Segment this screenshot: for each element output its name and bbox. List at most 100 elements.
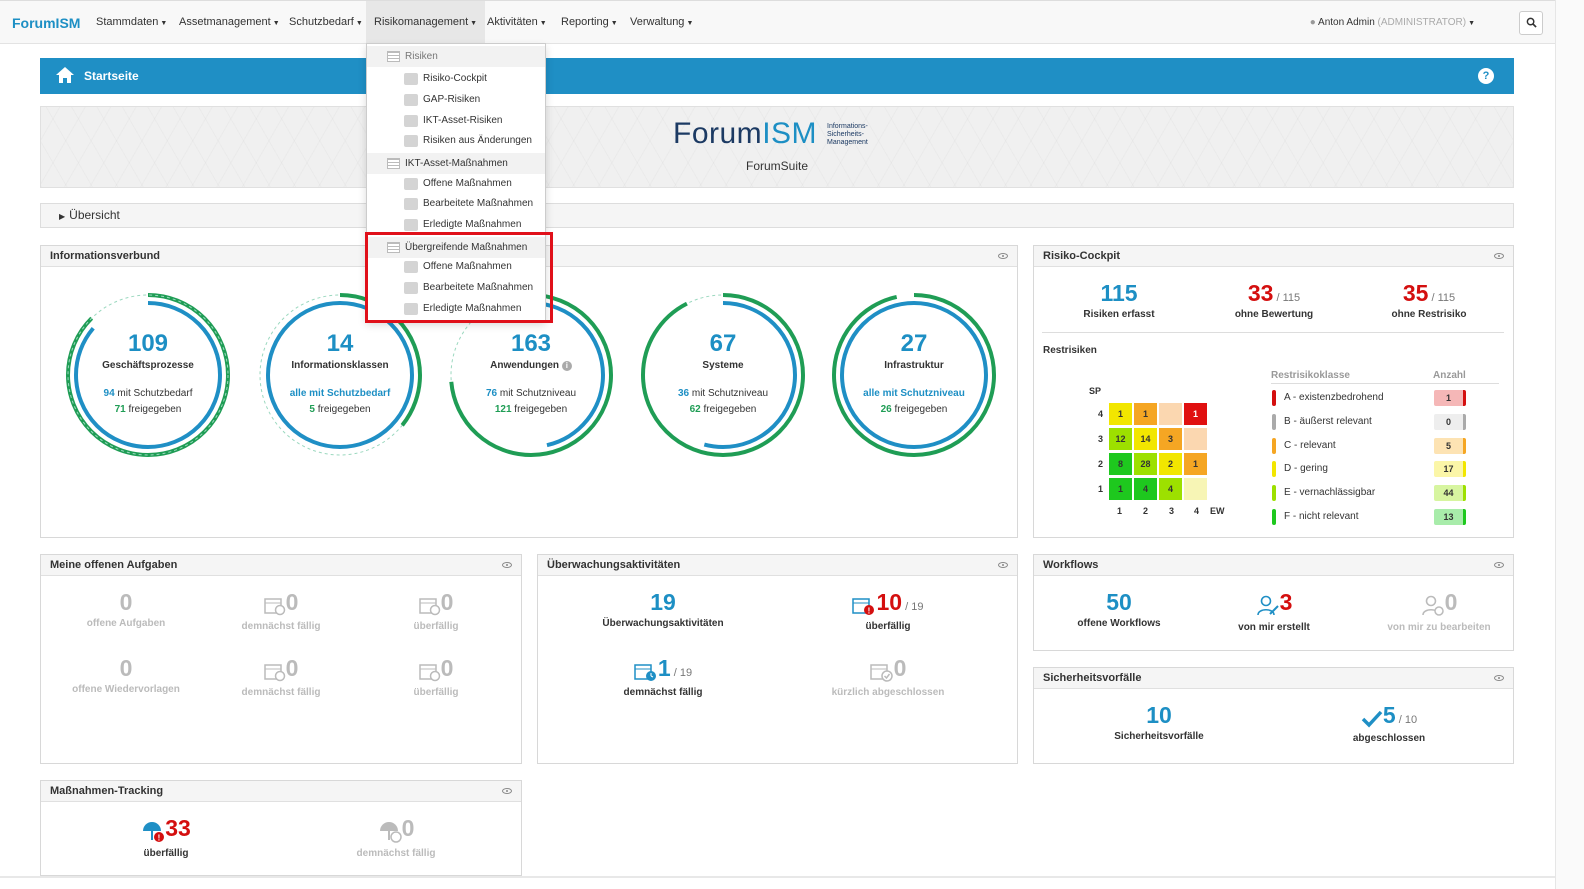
menu-item-risiko-cockpit[interactable]: Risiko-Cockpit [367,69,545,89]
heatmap-cell[interactable]: 1 [1109,478,1132,500]
eye-icon[interactable] [1494,253,1504,259]
umbrella-icon [404,282,418,294]
stat-ueberwachung-abgeschlossen[interactable]: 0 kürzlich abgeschlossen [831,655,945,698]
panel-title: Überwachungsaktivitäten [547,559,681,571]
circle-informationsklassen[interactable]: 14 Informationsklassen alle mit Schutzbe… [255,290,425,460]
help-icon[interactable]: ? [1478,68,1494,84]
heatmap-cell[interactable]: 4 [1159,478,1182,500]
circle-geschaeftsprozesse[interactable]: 109 Geschäftsprozesse 94 mit Schutzbedar… [63,290,233,460]
stat-tracking-demnaechst[interactable]: 0 demnächst fällig [356,815,436,859]
brand-logo[interactable]: ForumISM [12,15,81,31]
nav-aktivitaeten[interactable]: Aktivitäten ▼ [487,16,547,28]
circle-systeme[interactable]: 67 Systeme 36 mit Schutzniveau 62 freige… [638,290,808,460]
row-label: 1 [1098,484,1104,494]
heatmap-cell[interactable]: 2 [1159,453,1182,475]
heatmap-cell[interactable]: 8 [1109,453,1132,475]
stat-abgeschlossen[interactable]: 5 / 10 abgeschlossen [1352,702,1426,744]
stat-ueberwachung-demnaechst[interactable]: 1 / 19 demnächst fällig [623,655,703,698]
home-icon[interactable] [55,66,75,84]
stat-sicherheitsvorfaelle[interactable]: 10 Sicherheitsvorfälle [1114,702,1204,742]
eye-icon[interactable] [1494,562,1504,568]
nav-assetmanagement[interactable]: Assetmanagement ▼ [179,16,280,28]
eye-icon[interactable] [1494,675,1504,681]
stat-offene-workflows[interactable]: 50 offene Workflows [1077,589,1161,629]
menu-item-uebergreifend-bearbeitete[interactable]: Bearbeitete Maßnahmen [367,278,545,298]
menu-item-ikt-asset-risiken[interactable]: IKT-Asset-Risiken [367,111,545,131]
stat-ohne-restrisiko[interactable]: 35 / 115 ohne Restrisiko [1391,280,1467,320]
menu-item-bearbeitete-massnahmen[interactable]: Bearbeitete Maßnahmen [367,194,545,214]
stat-demnaechst-faellig[interactable]: 0 demnächst fällig [241,589,321,632]
overview-toggle[interactable]: ▶ Übersicht [40,203,1514,228]
menu-item-offene-massnahmen[interactable]: Offene Maßnahmen [367,174,545,194]
risikomanagement-dropdown: Risiken Risiko-Cockpit GAP-Risiken IKT-A… [366,43,546,321]
panel-title: Sicherheitsvorfälle [1043,672,1142,684]
risk-class-row[interactable]: C - relevant 5 [1272,436,1502,456]
panel-title: Meine offenen Aufgaben [50,559,178,571]
panel-sicherheitsvorfaelle: Sicherheitsvorfälle 10 Sicherheitsvorfäll… [1033,667,1514,764]
eye-icon[interactable] [998,562,1008,568]
menu-item-gap-risiken[interactable]: GAP-Risiken [367,90,545,110]
warning-icon [404,135,418,147]
heatmap-cell[interactable]: 1 [1184,453,1207,475]
stat-ueberwachung-ueberfaellig[interactable]: ! 10 / 19 überfällig [818,589,958,632]
nav-schutzbedarf[interactable]: Schutzbedarf ▼ [289,16,363,28]
stat-tracking-ueberfaellig[interactable]: ! 33 überfällig [111,815,221,859]
stat-offene-aufgaben[interactable]: 0 offene Aufgaben [86,589,166,629]
risk-class-row[interactable]: B - äußerst relevant 0 [1272,412,1502,432]
menu-item-risiken-aus-aenderungen[interactable]: Risiken aus Änderungen [367,131,545,151]
ring-chart [66,293,230,457]
risk-class-row[interactable]: A - existenzbedrohend 1 [1272,388,1502,408]
heatmap-cell[interactable]: 1 [1134,403,1157,425]
menu-item-uebergreifend-erledigte[interactable]: Erledigte Maßnahmen [367,299,545,319]
stat-risiken-erfasst[interactable]: 115 Risiken erfasst [1083,280,1155,320]
list-icon [387,242,400,253]
row-label: 4 [1098,409,1104,419]
scrollbar[interactable] [1555,0,1584,889]
panel-ueberwachung: Überwachungsaktivitäten 19 Überwachungsak… [537,554,1018,764]
stat-von-mir-zu-bearbeiten[interactable]: 0 von mir zu bearbeiten [1387,589,1491,633]
heatmap-cell[interactable]: 28 [1134,453,1157,475]
heatmap-cell[interactable] [1184,478,1207,500]
heatmap-cell[interactable]: 4 [1134,478,1157,500]
calendar-clock-icon [634,662,658,685]
heatmap-cell[interactable] [1159,403,1182,425]
umbrella-icon [404,303,418,315]
stat-demnaechst-faellig-2[interactable]: 0 demnächst fällig [241,655,321,698]
calendar-alert-icon: ! [852,596,876,619]
menu-item-uebergreifend-offene[interactable]: Offene Maßnahmen [367,257,545,277]
menu-item-erledigte-massnahmen[interactable]: Erledigte Maßnahmen [367,215,545,235]
stat-ueberfaellig[interactable]: 0 überfällig [413,589,459,632]
circle-infrastruktur[interactable]: 27 Infrastruktur alle mit Schutzniveau 2… [829,290,999,460]
nav-risikomanagement[interactable]: Risikomanagement ▼ [366,1,486,44]
heatmap-cell[interactable]: 14 [1134,428,1157,450]
heatmap-cell[interactable]: 12 [1109,428,1132,450]
stat-offene-wiedervorlagen[interactable]: 0 offene Wiedervorlagen [72,655,180,695]
risk-class-row[interactable]: E - vernachlässigbar 44 [1272,483,1502,503]
panel-title: Informationsverbund [50,250,161,262]
eye-icon[interactable] [998,253,1008,259]
nav-stammdaten[interactable]: Stammdaten ▼ [96,16,168,28]
search-button[interactable] [1519,11,1543,35]
highlight-box [365,232,553,323]
info-icon[interactable]: i [561,361,572,371]
heatmap-cell[interactable]: 3 [1159,428,1182,450]
risk-class-row[interactable]: F - nicht relevant 13 [1272,507,1502,527]
nav-verwaltung[interactable]: Verwaltung ▼ [630,16,694,28]
stat-ueberfaellig-2[interactable]: 0 überfällig [413,655,459,698]
ring-chart [641,293,805,457]
panel-massnahmen-tracking: Maßnahmen-Tracking ! 33 überfällig 0 demnäc… [40,780,522,876]
class-color-bar [1272,485,1276,501]
heatmap-cell[interactable] [1184,428,1207,450]
calendar-alert-icon [418,662,441,685]
nav-reporting[interactable]: Reporting ▼ [561,16,618,28]
eye-icon[interactable] [502,562,512,568]
stat-ueberwachung-total[interactable]: 19 Überwachungsaktivitäten [602,589,724,629]
user-menu[interactable]: ● Anton Admin (ADMINISTRATOR) ▼ [1309,17,1475,28]
stat-ohne-bewertung[interactable]: 33 / 115 ohne Bewertung [1234,280,1314,320]
umbrella-icon [404,198,418,210]
risk-class-row[interactable]: D - gering 17 [1272,459,1502,479]
heatmap-cell[interactable]: 1 [1109,403,1132,425]
heatmap-cell[interactable]: 1 [1184,403,1207,425]
stat-von-mir-erstellt[interactable]: 3 von mir erstellt [1238,589,1310,633]
eye-icon[interactable] [502,788,512,794]
